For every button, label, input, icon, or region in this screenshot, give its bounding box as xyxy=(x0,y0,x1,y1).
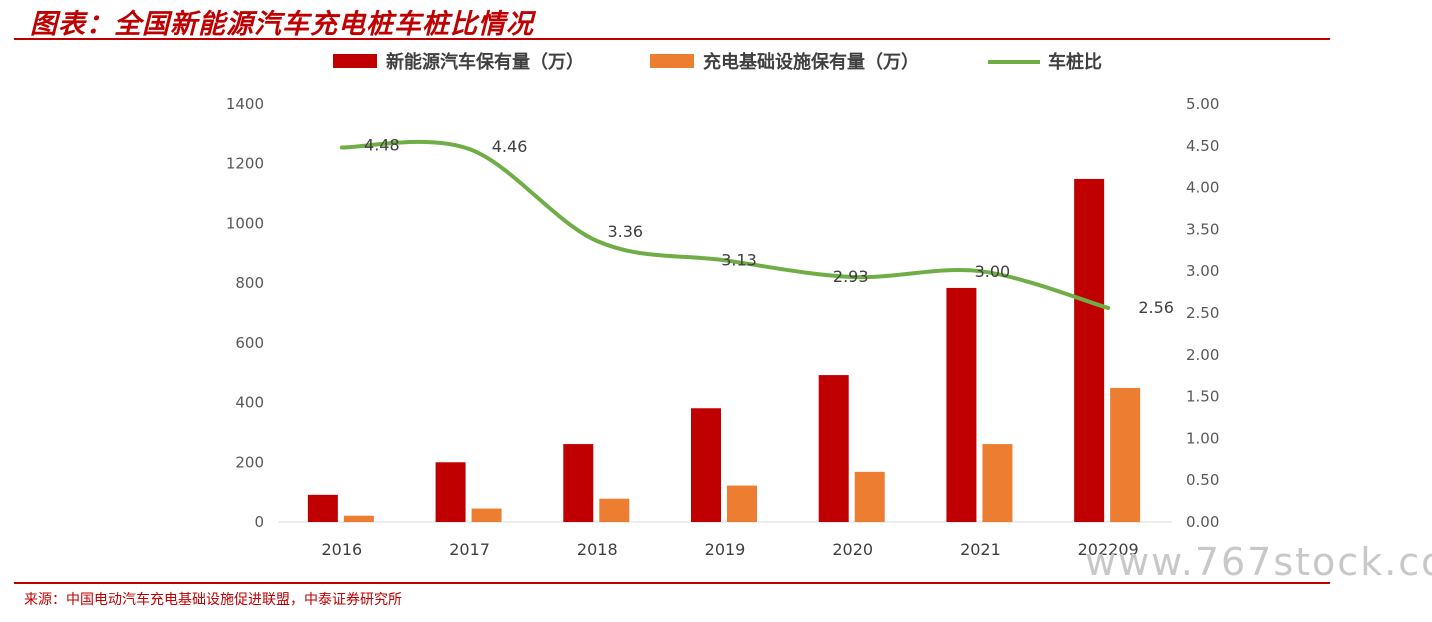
ratio-data-label: 3.13 xyxy=(721,250,757,269)
chart-legend: 新能源汽车保有量（万） 充电基础设施保有量（万） 车桩比 xyxy=(333,51,1102,73)
chart-line: 4.48 4.46 3.36 3.13 2.93 3.00 2.56 xyxy=(339,135,1174,317)
y-right-tick-label: 2.00 xyxy=(1186,346,1219,364)
bar-charger-stock xyxy=(982,444,1013,522)
y-right-tick-label: 5.00 xyxy=(1186,95,1219,113)
ratio-data-label: 2.56 xyxy=(1138,298,1174,317)
y-right-tick-label: 3.00 xyxy=(1186,262,1219,280)
ratio-line xyxy=(339,139,1111,310)
y-left-tick-label: 200 xyxy=(235,453,264,471)
bar-charger-stock xyxy=(343,515,374,522)
figure-title: 图表：全国新能源汽车充电桩车桩比情况 xyxy=(30,9,534,40)
y-right-tick-label: 0.00 xyxy=(1186,513,1219,531)
y-right-tick-label: 1.50 xyxy=(1186,388,1219,406)
x-tick-label: 2019 xyxy=(705,540,746,559)
legend-item: 新能源汽车保有量（万） xyxy=(333,51,584,73)
x-tick-label: 2017 xyxy=(449,540,490,559)
y-right-tick-label: 0.50 xyxy=(1186,471,1219,489)
y-left-tick-label: 1200 xyxy=(226,155,264,173)
bar-ev-stock xyxy=(691,408,721,522)
y-right-tick-label: 2.50 xyxy=(1186,304,1219,322)
bar-ev-stock xyxy=(946,287,977,522)
bar-ev-stock xyxy=(435,462,466,522)
legend-swatch xyxy=(333,54,377,68)
y-left-tick-label: 0 xyxy=(254,513,264,531)
x-tick-label: 202209 xyxy=(1078,540,1139,559)
bar-ev-stock xyxy=(307,494,338,522)
legend-item: 车桩比 xyxy=(988,51,1102,73)
source-rule xyxy=(14,582,1330,584)
bar-charger-stock xyxy=(471,508,502,522)
legend-swatch xyxy=(650,54,694,68)
y-right-tick-label: 4.50 xyxy=(1186,137,1219,155)
y-right-tick-label: 3.50 xyxy=(1186,220,1219,238)
x-tick-label: 2020 xyxy=(832,540,873,559)
bar-ev-stock xyxy=(1074,178,1105,523)
x-tick-label: 2016 xyxy=(321,540,362,559)
bar-charger-stock xyxy=(854,471,885,522)
bar-ev-stock xyxy=(818,375,849,522)
source-note: 来源：中国电动汽车充电基础设施促进联盟，中泰证券研究所 xyxy=(24,592,402,608)
bar-charger-stock xyxy=(727,485,757,522)
ratio-data-label: 3.00 xyxy=(975,262,1011,281)
bar-ev-stock xyxy=(563,444,594,522)
title-rule xyxy=(14,38,1330,40)
legend-label: 充电基础设施保有量（万） xyxy=(703,51,919,73)
ratio-data-label: 3.36 xyxy=(607,222,643,241)
chart-axes: 0 200 400 600 800 1000 1200 1400 0.00 0.50 1.00 1.5… xyxy=(226,95,1220,559)
legend-label: 车桩比 xyxy=(1048,51,1102,73)
bar-charger-stock xyxy=(599,498,630,522)
ratio-data-label: 2.93 xyxy=(833,267,869,286)
legend-item: 充电基础设施保有量（万） xyxy=(650,51,919,73)
x-tick-label: 2021 xyxy=(960,540,1001,559)
legend-label: 新能源汽车保有量（万） xyxy=(386,51,584,73)
y-right-tick-label: 1.00 xyxy=(1186,429,1219,447)
bar-charger-stock xyxy=(1110,387,1141,522)
y-left-tick-label: 1400 xyxy=(226,95,264,113)
y-left-tick-label: 1000 xyxy=(226,214,264,232)
watermark: www.767stock.com xyxy=(1085,540,1432,584)
y-left-tick-label: 800 xyxy=(235,274,264,292)
y-right-tick-label: 4.00 xyxy=(1186,179,1219,197)
ratio-data-label: 4.48 xyxy=(364,135,400,154)
x-tick-label: 2018 xyxy=(577,540,618,559)
y-left-tick-label: 400 xyxy=(235,394,264,412)
chart-bars xyxy=(307,178,1141,523)
ratio-data-label: 4.46 xyxy=(492,137,528,156)
y-left-tick-label: 600 xyxy=(235,334,264,352)
